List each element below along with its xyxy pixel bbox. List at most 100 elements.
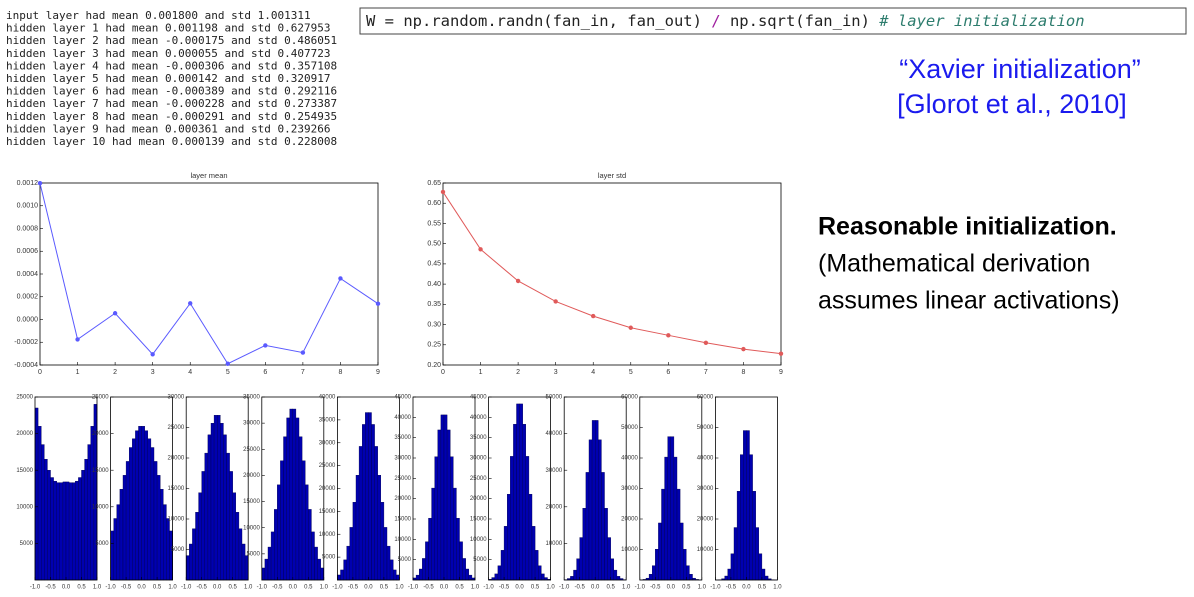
x-tick-label: 1.0	[698, 585, 707, 591]
plot-frame	[39, 182, 379, 366]
histogram-bar	[110, 530, 114, 581]
plot-frame	[442, 182, 782, 366]
histogram-bar	[664, 456, 668, 581]
histogram-bar	[343, 559, 347, 581]
histogram-bar	[440, 414, 445, 581]
y-tick-label: 10000	[546, 541, 563, 547]
log-line: hidden layer 7 had mean -0.000228 and st…	[6, 97, 337, 110]
y-tick-label: 20000	[621, 517, 638, 523]
histogram-bar	[301, 460, 306, 581]
histogram-bar	[428, 517, 432, 581]
y-tick-label: 35000	[394, 435, 411, 441]
x-tick-label: 1.0	[471, 585, 480, 591]
x-tick-label: 1.0	[244, 585, 253, 591]
x-tick-label: -0.5	[423, 585, 434, 591]
histogram-bar	[670, 436, 675, 581]
histogram-bar	[683, 548, 687, 581]
histogram-bar	[673, 456, 678, 581]
histogram-bar	[207, 434, 212, 581]
x-tick-label: -0.5	[726, 585, 737, 591]
log-line: hidden layer 8 had mean -0.000291 and st…	[6, 110, 337, 123]
x-tick-label: 0	[441, 369, 445, 376]
y-tick-label: 0.0004	[17, 271, 39, 278]
histogram-bar	[201, 471, 205, 581]
y-tick-label: 0.0010	[17, 203, 39, 210]
histogram-bar	[446, 429, 451, 581]
x-tick-label: -0.5	[121, 585, 132, 591]
histogram-bar	[352, 502, 357, 581]
y-tick-label: 40000	[470, 415, 487, 421]
x-tick-label: 3	[151, 369, 155, 376]
histogram-bar	[425, 541, 429, 581]
histogram-bar	[311, 531, 315, 581]
histogram-bar	[465, 568, 470, 581]
histogram-bar	[267, 546, 272, 581]
histogram-bar	[213, 415, 218, 581]
histogram-bar	[746, 430, 750, 581]
marker	[703, 340, 709, 345]
histogram-bar	[362, 424, 366, 581]
y-tick-label: 35000	[319, 417, 336, 423]
x-tick-label: -1.0	[257, 585, 268, 591]
histogram-bar	[743, 430, 747, 581]
y-tick-label: 30000	[243, 421, 260, 427]
marker	[112, 311, 118, 316]
line	[39, 183, 379, 365]
histogram-bar	[758, 553, 763, 581]
histogram-bar	[90, 426, 95, 581]
y-tick-label: 25000	[394, 476, 411, 482]
y-tick-label: 0.45	[427, 261, 441, 268]
histogram-bar	[220, 423, 224, 581]
log-line: hidden layer 5 had mean 0.000142 and std…	[6, 72, 331, 85]
y-tick-label: 0.0002	[17, 294, 39, 301]
histogram-bar	[189, 543, 193, 581]
x-tick-label: -1.0	[332, 585, 343, 591]
histogram-bar	[386, 545, 391, 581]
marker	[515, 278, 521, 284]
histogram-bar	[389, 559, 394, 581]
histogram-bar	[658, 522, 662, 581]
y-tick-label: 0.20	[427, 362, 441, 369]
x-tick-label: 1	[479, 369, 483, 376]
x-tick-label: 0.0	[742, 585, 751, 591]
x-tick-label: 0.0	[213, 585, 222, 591]
y-tick-label: 40000	[697, 456, 714, 462]
x-tick-label: 0.5	[607, 585, 616, 591]
histogram-bar	[749, 454, 753, 581]
histogram-bar	[755, 527, 760, 581]
x-tick-label: -0.5	[45, 585, 56, 591]
y-tick-label: 25000	[319, 463, 336, 469]
y-tick-label: 15000	[92, 468, 109, 474]
log-line: hidden layer 1 had mean 0.001198 and std…	[6, 22, 331, 35]
histogram-bar	[374, 446, 378, 581]
y-tick-label: 20000	[319, 486, 336, 492]
y-tick-label: 10000	[16, 504, 33, 510]
y-tick-label: 20000	[546, 504, 563, 510]
x-tick-label: 0.0	[62, 585, 71, 591]
histogram-bar	[159, 489, 164, 581]
y-tick-label: 20000	[394, 496, 411, 502]
histogram-bar	[238, 528, 243, 581]
y-tick-label: 60000	[621, 395, 638, 401]
citation: “Xavier initialization”	[899, 54, 1141, 84]
histogram-bar	[453, 487, 457, 581]
code-comment: # layer initialization	[878, 12, 1084, 30]
histogram-bar	[116, 504, 121, 581]
histogram-bar	[652, 565, 656, 581]
y-tick-label: 25000	[92, 395, 109, 401]
histogram-bar	[349, 527, 354, 581]
histogram-bar	[340, 569, 344, 581]
histogram-bar	[41, 444, 45, 581]
histogram-bar	[226, 452, 230, 581]
histogram-bar	[166, 518, 170, 581]
x-tick-label: 0.0	[137, 585, 146, 591]
x-tick-label: 9	[779, 369, 783, 376]
x-tick-label: 3	[554, 369, 558, 376]
x-tick-label: 5	[226, 369, 230, 376]
y-tick-label: 30000	[394, 456, 411, 462]
marker	[478, 247, 483, 252]
histogram-bar	[261, 567, 266, 581]
histogram-bar	[422, 558, 426, 581]
x-tick-label: 7	[301, 369, 305, 376]
histogram-bar	[679, 522, 684, 581]
